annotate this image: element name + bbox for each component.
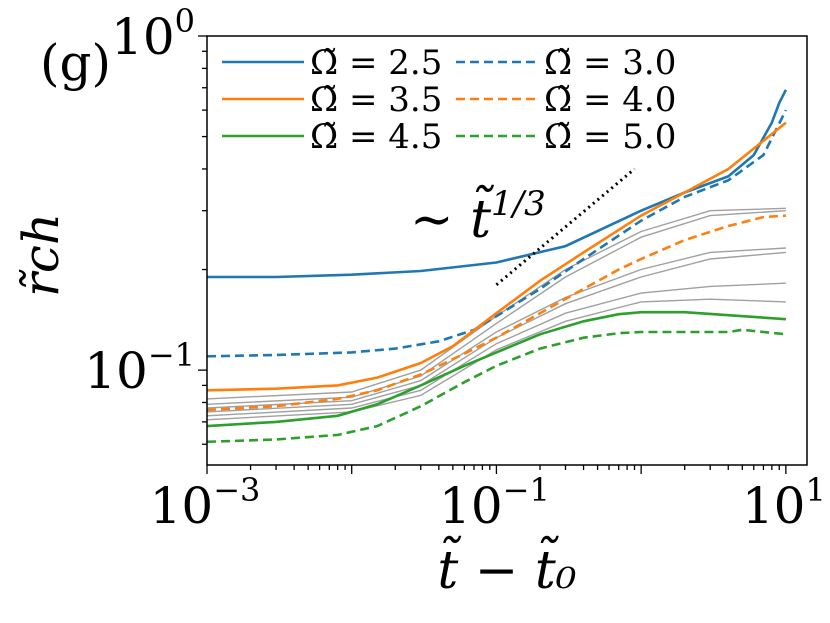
- y-tick-label-1: 10−1: [84, 336, 195, 400]
- series-line-2: [206, 109, 788, 358]
- power-law-annotation-prefix: ∼ t̃: [410, 184, 494, 250]
- legend-label-1: Ω̃ = 2.5: [310, 43, 442, 83]
- gray-curve-2: [206, 210, 786, 405]
- series-line-1: [207, 89, 788, 279]
- panel-label: (g): [40, 34, 111, 92]
- x-tick-label-3: 101: [742, 471, 826, 535]
- x-tick-label-2: 10−1: [439, 471, 550, 535]
- legend-label-4: Ω̃ = 4.0: [544, 80, 676, 120]
- power-law-annotation-exponent: 1/3: [491, 184, 546, 224]
- legend: Ω̃ = 2.5 Ω̃ = 3.0 Ω̃ = 3.5 Ω̃ = 4.0 Ω̃ = 4.5…: [222, 43, 676, 157]
- legend-label-5: Ω̃ = 4.5: [310, 117, 442, 157]
- y-axis-title: r̃ch: [12, 213, 70, 297]
- axis-ticks-group: 10−3 10−1 101 10−1 100: [84, 2, 826, 535]
- gray-curve-4: [206, 251, 786, 413]
- x-axis-title: t̃ − t̃₀: [437, 535, 576, 601]
- series-line-6: [206, 328, 787, 444]
- series-group: [206, 89, 788, 444]
- legend-label-3: Ω̃ = 3.5: [310, 80, 442, 120]
- series-line-5: [206, 310, 786, 428]
- gray-curve-3: [206, 247, 786, 409]
- legend-label-2: Ω̃ = 3.0: [544, 43, 676, 83]
- legend-label-6: Ω̃ = 5.0: [544, 117, 676, 157]
- series-line-3: [206, 121, 787, 392]
- plot-frame: [206, 35, 808, 466]
- gray-curve-1: [206, 207, 786, 400]
- power-law-guide-line: [495, 167, 636, 286]
- gray-curve-5: [206, 282, 786, 417]
- x-tick-label-1: 10−3: [150, 471, 261, 535]
- power-law-annotation: ∼ t̃1/3: [410, 184, 546, 250]
- annotation-group: ∼ t̃1/3: [410, 167, 636, 286]
- y-tick-label-2: 100: [111, 2, 195, 66]
- series-line-4: [206, 214, 786, 412]
